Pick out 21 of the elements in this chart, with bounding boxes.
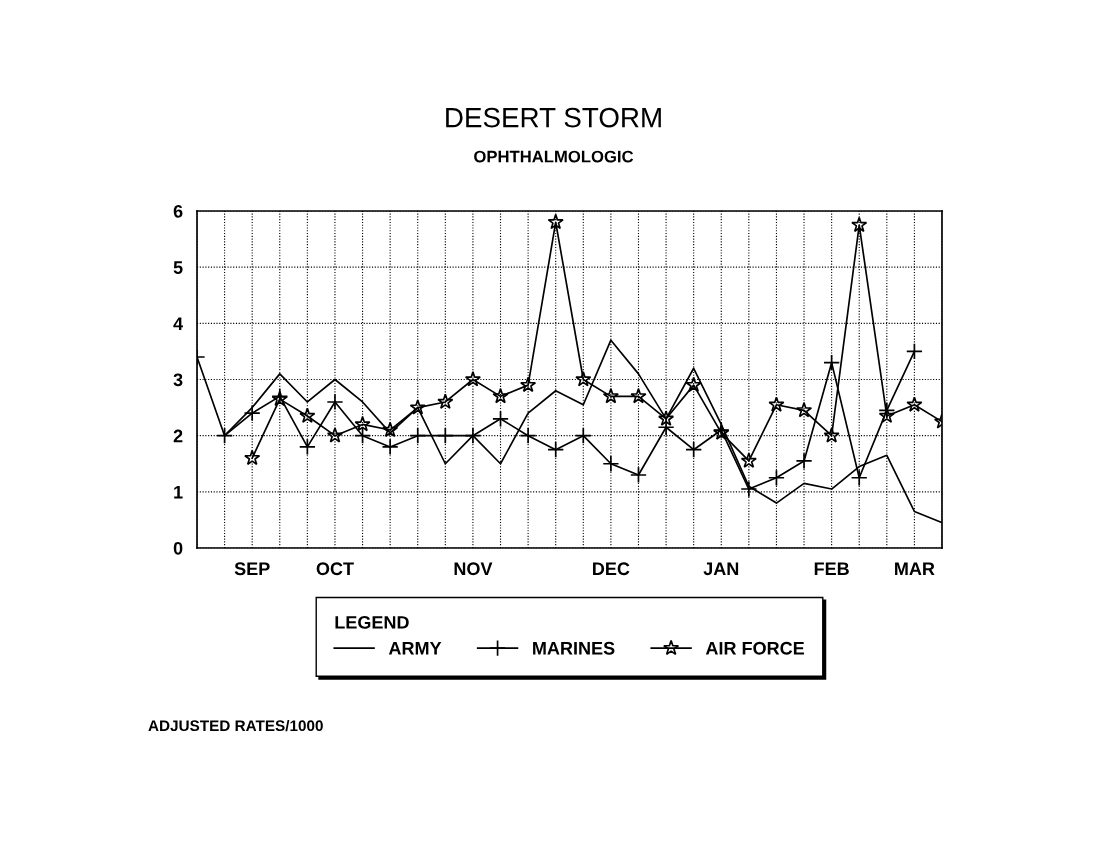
y-tick-label: 2 bbox=[173, 429, 183, 443]
legend-label: AIR FORCE bbox=[705, 641, 805, 655]
legend-label: MARINES bbox=[533, 641, 615, 655]
y-tick-label: 0 bbox=[173, 541, 183, 555]
x-tick-label: FEB bbox=[814, 562, 849, 575]
chart-title: DESERT STORM bbox=[446, 107, 661, 128]
x-tick-label: OCT bbox=[316, 562, 354, 576]
x-tick-label: MAR bbox=[895, 562, 935, 575]
y-tick-label: 3 bbox=[173, 373, 183, 387]
text: ADJUSTED RATES/1000 bbox=[148, 719, 323, 732]
x-tick-label: NOV bbox=[454, 562, 493, 576]
x-tick-label: DEC bbox=[593, 562, 630, 576]
y-tick-label: 5 bbox=[173, 261, 183, 274]
x-tick-label: SEP bbox=[234, 562, 270, 576]
chart-subtitle: OPHTHALMOLOGIC bbox=[474, 150, 634, 163]
legend-label: ARMY bbox=[388, 642, 442, 655]
x-tick-label: JAN bbox=[703, 562, 739, 576]
y-tick-label: 4 bbox=[173, 317, 184, 330]
legend-title: LEGEND bbox=[335, 616, 409, 629]
y-tick-label: 6 bbox=[173, 204, 183, 218]
y-tick-label: 1 bbox=[174, 485, 183, 499]
